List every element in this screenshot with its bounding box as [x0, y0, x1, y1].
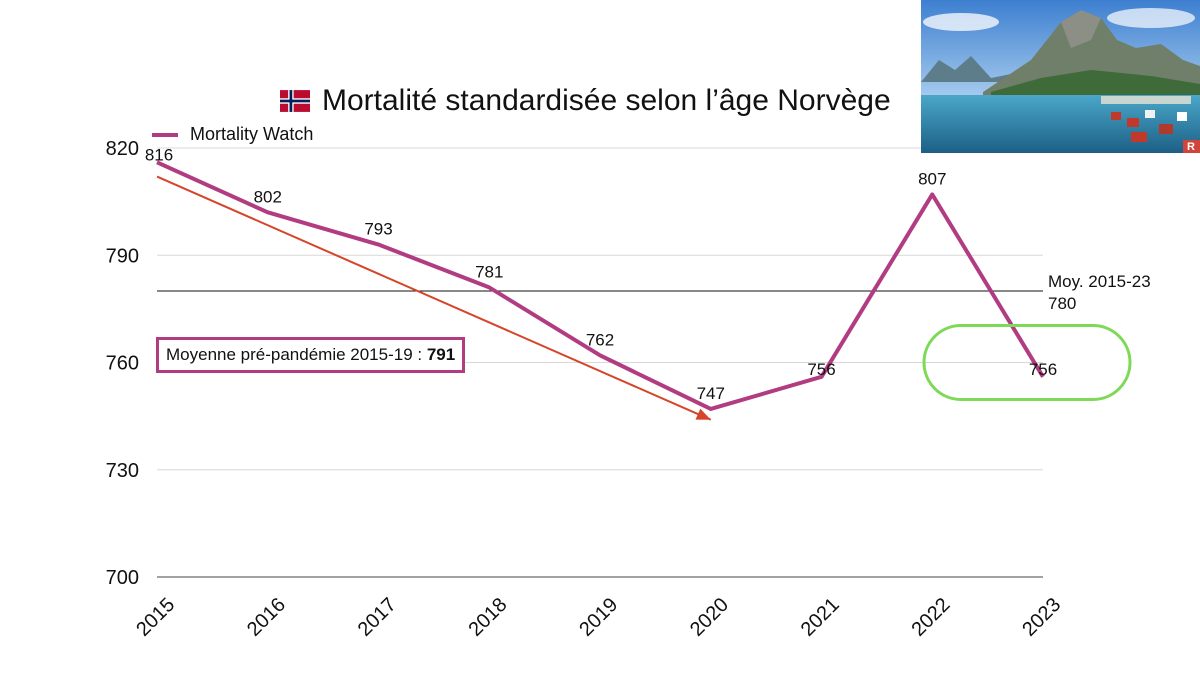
x-tick-label-2021: 2021 — [797, 594, 844, 641]
legend-label: Mortality Watch — [190, 124, 314, 144]
chart-title: Mortalité standardisée selon l’âge Norvè… — [280, 84, 891, 118]
y-tick-label-760: 760 — [106, 353, 139, 375]
trend-arrow-line — [156, 175, 712, 421]
x-tick-label-2017: 2017 — [354, 594, 401, 641]
average-label-line2: 780 — [1048, 294, 1077, 313]
data-label-2019: 762 — [586, 330, 614, 349]
trend-arrow — [156, 175, 712, 421]
pre-pandemic-average-callout: Moyenne pré-pandémie 2015-19 : 791 — [156, 337, 466, 373]
landscape-image: R — [921, 0, 1200, 153]
data-label-2022: 807 — [918, 169, 946, 188]
chart-title-text: Mortalité standardisée selon l’âge Norvè… — [322, 84, 891, 117]
trend-arrow-head — [695, 408, 711, 420]
data-labels: 816 802 793 781 762 747 756 807 756 — [145, 145, 1057, 403]
y-tick-label-820: 820 — [106, 138, 139, 160]
data-label-2023: 756 — [1029, 360, 1057, 379]
callout-text: Moyenne pré-pandémie 2015-19 : — [166, 345, 427, 364]
average-label: Moy. 2015-23 780 — [1048, 271, 1151, 315]
x-tick-label-2023: 2023 — [1018, 594, 1065, 641]
x-tick-label-2022: 2022 — [907, 594, 954, 641]
legend: Mortality Watch — [152, 124, 313, 145]
y-axis: 700 730 760 790 820 — [106, 138, 139, 589]
data-label-2020: 747 — [697, 384, 725, 403]
y-tick-label-790: 790 — [106, 245, 139, 267]
data-label-2017: 793 — [364, 220, 392, 239]
data-label-2016: 802 — [254, 187, 282, 206]
x-tick-label-2016: 2016 — [243, 594, 290, 641]
callout-value: 791 — [426, 345, 456, 364]
norway-landscape-photo: R — [921, 0, 1200, 153]
norway-flag-icon — [280, 90, 310, 112]
y-tick-label-730: 730 — [106, 460, 139, 482]
average-label-line1: Moy. 2015-23 — [1048, 272, 1151, 291]
y-tick-label-700: 700 — [106, 567, 139, 589]
x-tick-label-2020: 2020 — [686, 594, 733, 641]
x-tick-label-2019: 2019 — [575, 594, 622, 641]
legend-swatch — [152, 132, 178, 137]
highlight-ellipse — [922, 324, 1132, 401]
highlight-ellipse-shape — [922, 324, 1132, 401]
data-label-2018: 781 — [475, 262, 503, 281]
photo-badge: R — [1187, 141, 1195, 153]
x-axis: 2015 2016 2017 2018 2019 2020 2021 2022 2023 — [132, 594, 1065, 641]
x-tick-label-2018: 2018 — [464, 594, 511, 641]
data-label-2015: 816 — [145, 145, 173, 164]
data-label-2021: 756 — [807, 360, 835, 379]
series-line-mortality-watch — [156, 160, 1045, 411]
x-tick-label-2015: 2015 — [132, 594, 179, 641]
